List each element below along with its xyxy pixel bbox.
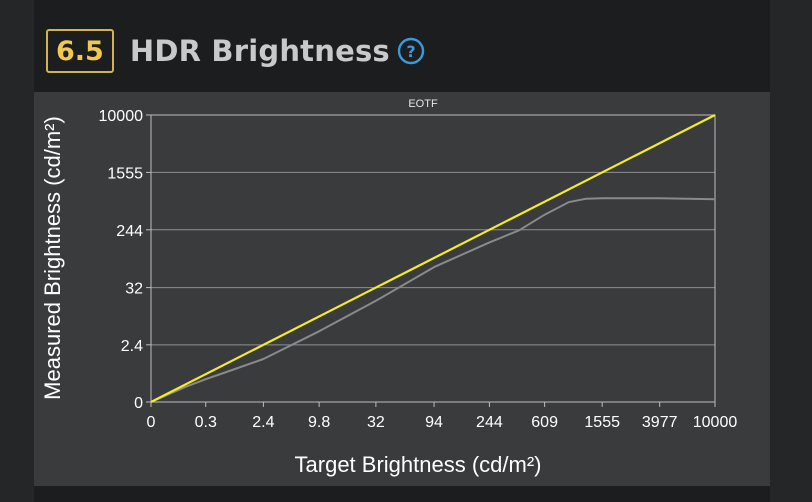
target-eotf-line xyxy=(150,114,716,403)
x-tick-label: 609 xyxy=(531,414,558,431)
x-tick-label: 94 xyxy=(425,414,443,431)
score-badge: 6.5 xyxy=(46,29,114,73)
x-tick-label: 3977 xyxy=(642,414,678,431)
svg-text:?: ? xyxy=(406,42,415,61)
x-tick-label: 1555 xyxy=(584,414,620,431)
x-tick-label: 10000 xyxy=(693,414,738,431)
x-tick-label: 9.8 xyxy=(308,414,330,431)
y-tick-label: 244 xyxy=(116,223,143,240)
y-tick-label: 10000 xyxy=(99,108,144,125)
section-title: HDR Brightness xyxy=(129,34,390,68)
y-tick-label: 1555 xyxy=(107,165,143,182)
y-tick-label: 0 xyxy=(134,395,143,412)
x-tick-label: 0 xyxy=(147,414,156,431)
measured-eotf-line xyxy=(150,197,716,403)
y-tick-label: 32 xyxy=(125,281,143,298)
x-tick-label: 32 xyxy=(367,414,385,431)
y-tick-label: 2.4 xyxy=(121,338,143,355)
question-circle-icon[interactable]: ? xyxy=(397,37,425,65)
plot-area-border xyxy=(150,114,716,403)
eotf-chart: EOTF 0 2.4 32 244 1555 10000 0 0.3 2.4 9.8 32 94 24… xyxy=(34,92,770,486)
section-header: 6.5 HDR Brightness ? xyxy=(46,28,425,74)
eotf-chart-svg: EOTF 0 2.4 32 244 1555 10000 0 0.3 2.4 9.8 32 94 24… xyxy=(40,98,738,477)
x-tick-label: 244 xyxy=(476,414,503,431)
y-axis-title: Measured Brightness (cd/m²) xyxy=(40,116,65,400)
chart-title: EOTF xyxy=(408,98,438,110)
x-tick-label: 0.3 xyxy=(195,414,217,431)
x-axis-title: Target Brightness (cd/m²) xyxy=(295,452,542,477)
x-tick-label: 2.4 xyxy=(252,414,274,431)
